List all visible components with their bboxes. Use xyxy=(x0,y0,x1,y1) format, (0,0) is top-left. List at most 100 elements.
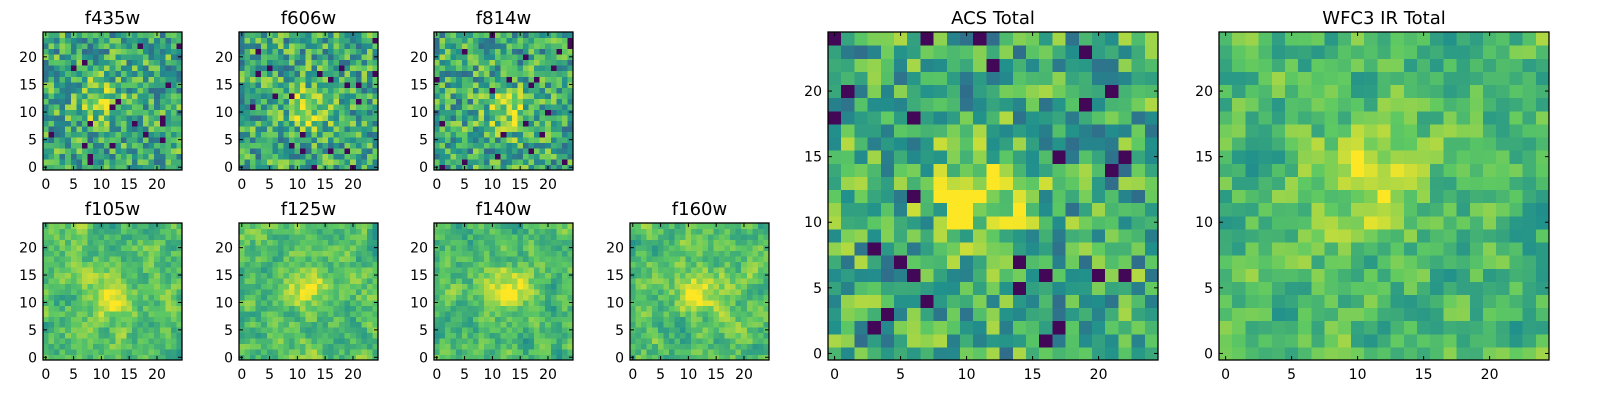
heatmap-cell xyxy=(534,255,541,262)
heatmap-cell xyxy=(534,305,541,312)
heatmap-cell xyxy=(70,109,77,116)
heatmap-cell xyxy=(294,43,301,50)
heatmap-cell xyxy=(556,332,563,339)
heatmap-cell xyxy=(170,228,178,235)
heatmap-cell xyxy=(517,103,524,110)
heatmap-cell xyxy=(43,59,50,66)
heatmap-cell xyxy=(137,48,144,55)
heatmap-cell xyxy=(517,65,524,72)
heatmap-cell xyxy=(461,120,468,127)
heatmap-cell xyxy=(143,239,150,246)
heatmap-cell xyxy=(344,261,351,268)
heatmap-cell xyxy=(48,81,55,88)
heatmap-cell xyxy=(528,153,535,160)
heatmap-cell xyxy=(131,81,139,88)
heatmap-cell xyxy=(261,310,268,317)
heatmap-cell xyxy=(450,76,457,83)
heatmap-cell xyxy=(355,288,362,295)
heatmap-cell xyxy=(300,305,307,312)
heatmap-cell xyxy=(137,70,144,77)
heatmap-cell xyxy=(556,277,563,284)
heatmap-cell xyxy=(344,98,351,105)
heatmap-cell xyxy=(718,228,726,235)
heatmap-cell xyxy=(511,305,518,312)
heatmap-cell xyxy=(104,98,111,105)
heatmap-cell xyxy=(261,70,268,77)
heatmap-cell xyxy=(567,255,574,262)
heatmap-cell xyxy=(165,332,172,339)
heatmap-cell xyxy=(456,131,463,138)
heatmap-cell xyxy=(489,142,496,149)
heatmap-cell xyxy=(54,283,61,290)
heatmap-cell xyxy=(104,316,111,323)
heatmap-cell xyxy=(93,233,100,241)
heatmap-cell xyxy=(534,153,541,160)
heatmap-cell xyxy=(445,65,452,72)
heatmap-cell xyxy=(311,164,318,171)
heatmap-cell xyxy=(763,277,770,284)
heatmap-cell xyxy=(511,294,518,301)
heatmap-cell xyxy=(439,164,446,171)
heatmap-cell xyxy=(489,114,496,121)
heatmap-cell xyxy=(165,321,172,328)
heatmap-cell xyxy=(567,343,574,350)
heatmap-cell xyxy=(946,150,961,164)
heatmap-cell xyxy=(757,327,765,334)
heatmap-cell xyxy=(545,316,552,323)
heatmap-cell xyxy=(316,136,323,143)
heatmap-cell xyxy=(81,332,89,339)
heatmap-cell xyxy=(93,338,100,345)
heatmap-cell xyxy=(277,37,285,44)
heatmap-cell xyxy=(735,321,742,328)
heatmap-cell xyxy=(680,338,687,345)
heatmap-cell xyxy=(828,294,842,309)
heatmap-cell xyxy=(131,147,139,155)
heatmap-cell xyxy=(120,147,127,155)
heatmap-cell xyxy=(841,320,855,335)
heatmap-cell xyxy=(339,305,346,312)
heatmap-cell xyxy=(522,272,530,279)
heatmap-cell xyxy=(456,158,463,166)
heatmap-cell xyxy=(294,147,301,155)
heatmap-cell xyxy=(65,48,72,55)
heatmap-cell xyxy=(472,147,480,155)
heatmap-cell xyxy=(550,349,557,356)
heatmap-cell xyxy=(54,142,61,149)
heatmap-cell xyxy=(528,250,535,257)
heatmap-cell xyxy=(322,158,329,166)
heatmap-cell xyxy=(685,338,692,345)
heatmap-cell xyxy=(255,92,262,99)
heatmap-cell xyxy=(757,321,765,328)
heatmap-cell xyxy=(355,153,362,160)
heatmap-cell xyxy=(300,164,307,171)
heatmap-cell xyxy=(522,261,530,268)
heatmap-cell xyxy=(109,288,116,295)
heatmap-cell xyxy=(752,354,759,361)
heatmap-cell xyxy=(960,228,974,243)
heatmap-cell xyxy=(339,316,346,323)
heatmap-cell xyxy=(707,266,714,273)
heatmap-cell xyxy=(517,228,524,235)
heatmap-cell xyxy=(960,307,974,322)
heatmap-cell xyxy=(316,147,323,155)
heatmap-cell xyxy=(1052,241,1067,256)
heatmap-cell xyxy=(59,147,66,155)
heatmap-cell xyxy=(680,233,687,241)
heatmap-cell xyxy=(333,288,340,295)
heatmap-cell xyxy=(272,32,279,39)
heatmap-cell xyxy=(561,338,569,345)
heatmap-cell xyxy=(663,299,670,306)
x-tick-label: 15 xyxy=(120,367,138,383)
heatmap-cell xyxy=(244,277,251,284)
y-tick-label: 5 xyxy=(419,323,428,339)
heatmap-cell xyxy=(439,244,446,251)
heatmap-cell xyxy=(511,48,518,55)
heatmap-cell xyxy=(272,244,279,251)
heatmap-cell xyxy=(154,37,161,44)
heatmap-cell xyxy=(567,142,574,149)
heatmap-cell xyxy=(854,163,869,177)
heatmap-cell xyxy=(478,70,485,77)
heatmap-cell xyxy=(730,299,737,306)
heatmap-cell xyxy=(176,332,183,339)
